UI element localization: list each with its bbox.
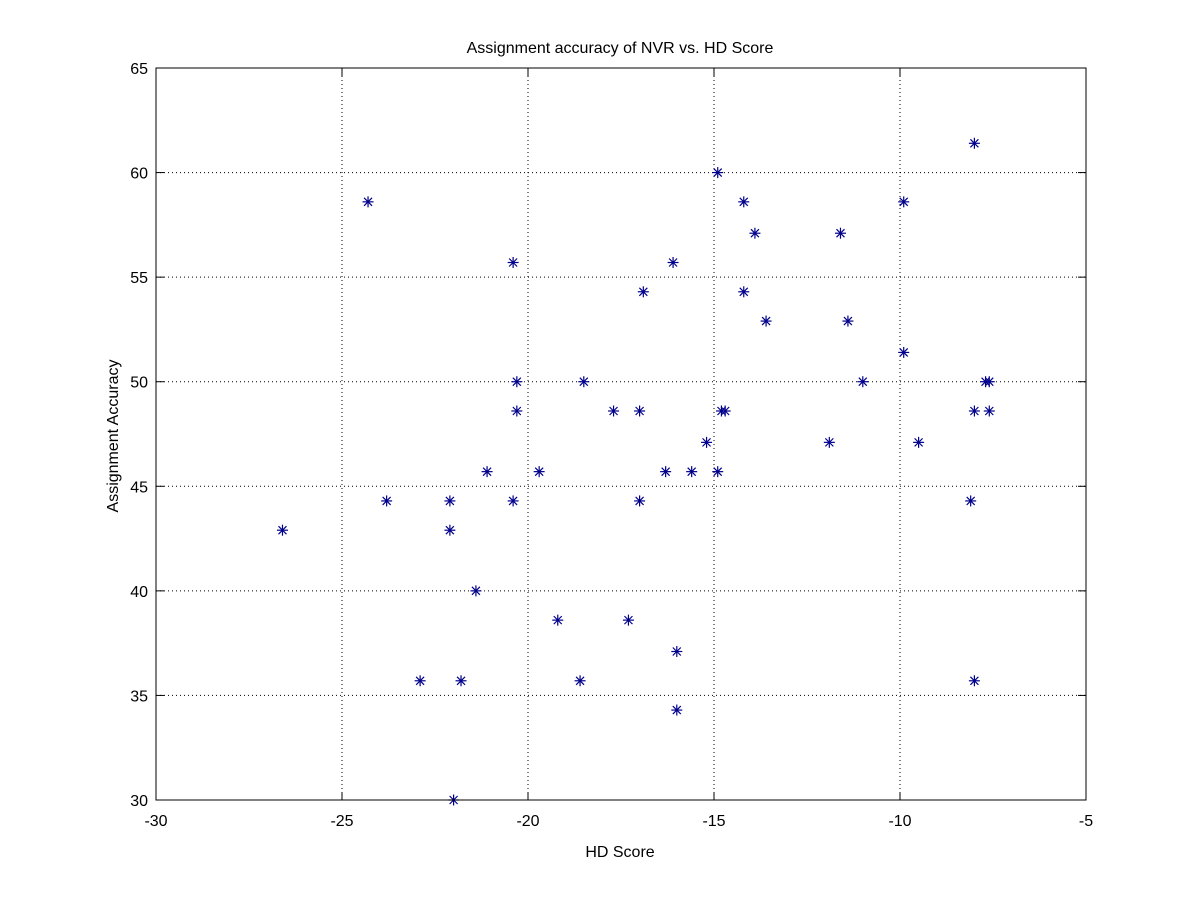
data-point — [578, 376, 590, 388]
data-point — [552, 614, 564, 626]
data-point — [965, 495, 977, 507]
data-point — [634, 495, 646, 507]
data-point — [381, 495, 393, 507]
data-point — [574, 675, 586, 687]
x-tick-label: -15 — [702, 813, 725, 830]
data-point — [983, 405, 995, 417]
y-tick-label: 50 — [130, 375, 148, 392]
data-point — [834, 227, 846, 239]
axis-ticks — [155, 67, 1087, 801]
data-point — [898, 346, 910, 358]
x-tick-labels: -30 -25 -20 -15 -10 -5 — [144, 813, 1093, 830]
data-point — [660, 466, 672, 478]
data-point — [968, 405, 980, 417]
data-point — [712, 167, 724, 179]
y-tick-label: 55 — [130, 270, 148, 287]
data-point — [637, 286, 649, 298]
data-point — [671, 646, 683, 658]
y-tick-labels: 30 35 40 45 50 55 60 65 — [130, 61, 148, 810]
data-point — [701, 436, 713, 448]
data-point — [507, 495, 519, 507]
data-point — [667, 257, 679, 269]
y-tick-label: 40 — [130, 584, 148, 601]
data-point — [533, 466, 545, 478]
x-tick-label: -20 — [516, 813, 539, 830]
data-point — [842, 315, 854, 327]
y-tick-label: 35 — [130, 688, 148, 705]
y-tick-label: 45 — [130, 479, 148, 496]
data-point — [511, 376, 523, 388]
data-point — [719, 405, 731, 417]
data-point — [760, 315, 772, 327]
data-point — [362, 196, 374, 208]
data-point — [414, 675, 426, 687]
data-point — [622, 614, 634, 626]
data-point — [823, 436, 835, 448]
y-tick-label: 65 — [130, 61, 148, 78]
axes-frame — [155, 67, 1087, 801]
data-point — [686, 466, 698, 478]
y-tick-label: 30 — [130, 793, 148, 810]
data-point — [444, 524, 456, 536]
x-tick-label: -30 — [144, 813, 167, 830]
x-axis-label: HD Score — [585, 844, 654, 861]
data-point — [507, 257, 519, 269]
data-points — [276, 137, 995, 806]
plot-area — [156, 68, 1086, 800]
data-point — [511, 405, 523, 417]
data-point — [608, 405, 620, 417]
x-tick-label: -5 — [1079, 813, 1093, 830]
data-point — [444, 495, 456, 507]
data-point — [983, 376, 995, 388]
data-point — [738, 286, 750, 298]
data-point — [481, 466, 493, 478]
data-point — [671, 704, 683, 716]
grid-lines — [156, 68, 1086, 800]
data-point — [913, 436, 925, 448]
data-point — [470, 585, 482, 597]
data-point — [857, 376, 869, 388]
data-point — [968, 675, 980, 687]
data-point — [712, 466, 724, 478]
data-point — [276, 524, 288, 536]
data-point — [898, 196, 910, 208]
x-tick-label: -10 — [888, 813, 911, 830]
y-axis-label: Assignment Accuracy — [105, 360, 122, 513]
chart-title: Assignment accuracy of NVR vs. HD Score — [467, 40, 774, 57]
x-tick-label: -25 — [330, 813, 353, 830]
data-point — [634, 405, 646, 417]
data-point — [738, 196, 750, 208]
y-tick-label: 60 — [130, 166, 148, 183]
data-point — [968, 137, 980, 149]
data-point — [455, 675, 467, 687]
data-point — [749, 227, 761, 239]
